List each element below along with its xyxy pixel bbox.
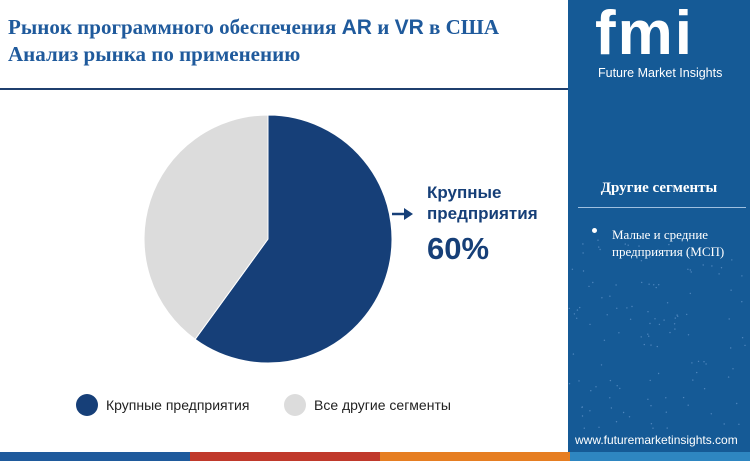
bottom-bar-segment [190, 452, 380, 461]
bottom-bar-segment [380, 452, 570, 461]
pie-chart [143, 114, 413, 364]
callout-label: Крупные предприятия [427, 183, 538, 223]
pie-slice-1 [143, 114, 269, 341]
title-vr: VR [394, 16, 424, 39]
title-text-3: в США [423, 15, 500, 39]
bottom-color-bar [0, 452, 750, 461]
legend-label-other: Все другие сегменты [314, 397, 451, 413]
bottom-bar-segment [0, 452, 190, 461]
legend-swatch-other [284, 394, 306, 416]
legend-item-large: Крупные предприятия [76, 393, 249, 417]
title-text-2: и [371, 15, 395, 39]
pie-slice-0 [194, 114, 393, 364]
fmi-logo: fmi [595, 0, 694, 68]
legend-item-other: Все другие сегменты [284, 393, 451, 417]
segment-item: Малые и средние предприятия (МСП) [612, 227, 725, 259]
callout-arrow-icon [404, 208, 413, 220]
title-ar: AR [341, 16, 372, 39]
logo-text: Future Market Insights [598, 66, 723, 80]
legend-label-large: Крупные предприятия [106, 397, 250, 413]
legend-swatch-large [76, 394, 98, 416]
heading-divider [578, 207, 746, 208]
other-segments-heading: Другие сегменты [600, 180, 718, 196]
decorative-dots [568, 239, 746, 429]
bottom-bar-segment [570, 452, 750, 461]
title-line-1: Рынок программного обеспечения AR и VR в… [8, 14, 564, 41]
chart-title: Рынок программного обеспечения AR и VR в… [8, 14, 564, 67]
title-divider [0, 88, 568, 90]
title-text-1: Рынок программного обеспечения [8, 15, 342, 39]
title-line-2: Анализ рынка по применению [8, 42, 301, 66]
website-link[interactable]: www.futuremarketinsights.com [575, 433, 738, 447]
callout-value: 60% [427, 231, 490, 266]
bullet-icon [592, 228, 597, 233]
side-panel: fmi Future Market Insights Другие сегмен… [568, 0, 750, 452]
